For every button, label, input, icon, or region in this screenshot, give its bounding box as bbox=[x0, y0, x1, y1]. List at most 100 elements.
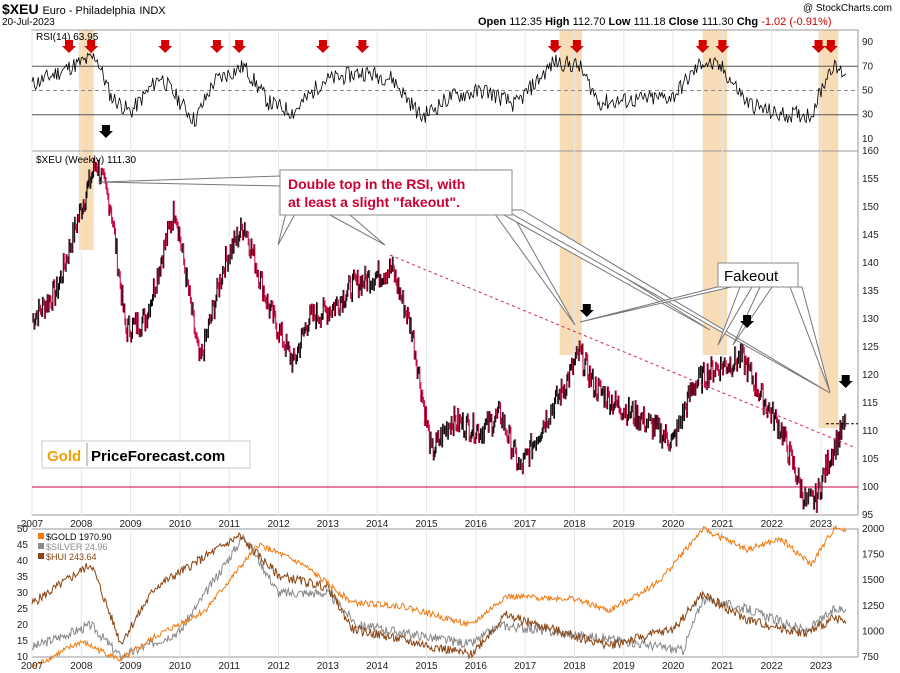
highlight-band bbox=[559, 30, 582, 355]
x-tick-label: 2013 bbox=[317, 661, 340, 672]
x-tick-label: 2014 bbox=[366, 661, 389, 672]
rsi-top-arrow bbox=[84, 40, 99, 53]
watermark: Gold PriceForecast.com bbox=[41, 440, 251, 469]
price-y-tick: 110 bbox=[862, 426, 878, 437]
x-tick-label: 2007 bbox=[21, 519, 44, 530]
price-y-tick: 115 bbox=[862, 398, 878, 409]
x-tick-label: 2018 bbox=[563, 661, 586, 672]
metals-right-tick: 1500 bbox=[862, 575, 885, 586]
ohlc-chg-value: -1.02 (-0.91%) bbox=[761, 16, 832, 28]
price-top-arrow bbox=[579, 304, 594, 317]
legend-silver-swatch bbox=[38, 543, 44, 549]
x-tick-label: 2010 bbox=[169, 519, 192, 530]
ohlc-bar: Open 112.35 High 112.70 Low 111.18 Close… bbox=[478, 16, 832, 28]
rsi-top-arrow bbox=[823, 40, 838, 53]
price-y-tick: 105 bbox=[862, 454, 879, 465]
rsi-top-arrow bbox=[232, 40, 247, 53]
rsi-y-tick: 90 bbox=[862, 37, 874, 48]
metals-left-tick: 45 bbox=[17, 540, 29, 551]
price-y-tick: 160 bbox=[862, 146, 879, 157]
legend-gold: $GOLD 1970.90 bbox=[46, 532, 112, 542]
legend-gold-swatch bbox=[38, 533, 44, 539]
metals-right-tick: 2000 bbox=[862, 524, 885, 535]
watermark-box bbox=[41, 440, 251, 469]
metals-left-tick: 30 bbox=[17, 588, 29, 599]
rsi-top-arrow bbox=[355, 40, 370, 53]
watermark-site: PriceForecast.com bbox=[91, 448, 225, 465]
fakeout-text: Fakeout bbox=[724, 268, 779, 285]
price-top-arrow bbox=[98, 125, 113, 138]
ohlc-open-value: 112.35 bbox=[509, 16, 543, 28]
metals-right-tick: 1750 bbox=[862, 550, 885, 561]
symbol: $XEU bbox=[2, 1, 39, 17]
downtrend-dashed-line bbox=[389, 254, 857, 449]
x-tick-label: 2022 bbox=[761, 661, 784, 672]
ohlc-close-label: Close bbox=[668, 16, 699, 28]
metals-right-tick: 750 bbox=[862, 652, 879, 663]
highlight-band bbox=[818, 30, 839, 428]
rsi-line bbox=[31, 52, 847, 128]
highlight-band bbox=[78, 30, 94, 250]
x-tick-label: 2008 bbox=[70, 661, 93, 672]
price-y-tick: 150 bbox=[862, 202, 879, 213]
silver-line bbox=[31, 533, 847, 661]
rsi-y-tick: 30 bbox=[862, 110, 874, 121]
x-tick-label: 2019 bbox=[613, 519, 636, 530]
price-y-tick: 95 bbox=[862, 510, 874, 521]
x-tick-label: 2023 bbox=[810, 519, 833, 530]
x-tick-label: 2008 bbox=[70, 519, 93, 530]
x-tick-label: 2022 bbox=[761, 519, 784, 530]
fakeout-box bbox=[717, 262, 799, 288]
x-tick-label: 2017 bbox=[514, 519, 537, 530]
rsi-y-tick: 10 bbox=[862, 134, 874, 145]
metals-left-tick: 35 bbox=[17, 572, 29, 583]
x-tick-label: 2011 bbox=[218, 519, 240, 530]
price-y-tick: 130 bbox=[862, 314, 879, 325]
ohlc-low-label: Low bbox=[608, 16, 631, 28]
price-y-tick: 140 bbox=[862, 258, 879, 269]
rsi-label: RSI(14) 63.95 bbox=[36, 32, 99, 43]
legend-hui: $HUI 243.64 bbox=[46, 552, 97, 562]
legend-silver: $SILVER 24.96 bbox=[46, 542, 107, 552]
instrument-name: Euro - Philadelphia bbox=[42, 5, 136, 17]
rsi-top-arrow bbox=[811, 40, 826, 53]
x-tick-label: 2021 bbox=[711, 519, 734, 530]
price-top-arrow bbox=[838, 375, 853, 388]
price-y-tick: 125 bbox=[862, 342, 879, 353]
metals-left-tick: 40 bbox=[17, 556, 29, 567]
price-y-tick: 155 bbox=[862, 174, 879, 185]
x-tick-label: 2023 bbox=[810, 661, 833, 672]
x-tick-label: 2009 bbox=[120, 519, 143, 530]
rsi-top-arrow bbox=[315, 40, 330, 53]
x-tick-label: 2011 bbox=[218, 661, 240, 672]
price-label: $XEU (Weekly) 111.30 bbox=[36, 155, 136, 166]
rsi-top-arrow bbox=[547, 40, 562, 53]
legend-hui-swatch bbox=[38, 553, 44, 559]
price-top-arrow bbox=[740, 315, 755, 328]
x-tick-label: 2016 bbox=[465, 519, 488, 530]
metals-left-tick: 10 bbox=[17, 652, 29, 663]
chart-title: $XEU Euro - Philadelphia INDX bbox=[2, 1, 166, 17]
metals-left-tick: 15 bbox=[17, 636, 29, 647]
x-tick-label: 2014 bbox=[366, 519, 389, 530]
ohlc-chg-label: Chg bbox=[736, 16, 759, 28]
highlight-band bbox=[702, 30, 728, 355]
rsi-top-arrow bbox=[61, 40, 76, 53]
x-tick-label: 2018 bbox=[563, 519, 586, 530]
double-top-line-2: at least a slight "fakeout". bbox=[288, 194, 460, 210]
copyright: @ StockCharts.com bbox=[802, 3, 892, 14]
price-y-tick: 120 bbox=[862, 370, 879, 381]
rsi-top-arrow bbox=[715, 40, 730, 53]
rsi-top-arrow bbox=[209, 40, 224, 53]
x-tick-label: 2019 bbox=[613, 661, 636, 672]
metals-left-tick: 50 bbox=[17, 524, 29, 535]
x-tick-label: 2021 bbox=[711, 661, 734, 672]
ohlc-close-value: 111.30 bbox=[701, 16, 734, 28]
rsi-top-arrow bbox=[695, 40, 710, 53]
double-top-line-1: Double top in the RSI, with bbox=[288, 176, 465, 192]
rsi-top-arrow bbox=[569, 40, 584, 53]
price-y-tick: 135 bbox=[862, 286, 879, 297]
ohlc-open-label: Open bbox=[478, 16, 507, 28]
x-tick-label: 2015 bbox=[415, 661, 438, 672]
